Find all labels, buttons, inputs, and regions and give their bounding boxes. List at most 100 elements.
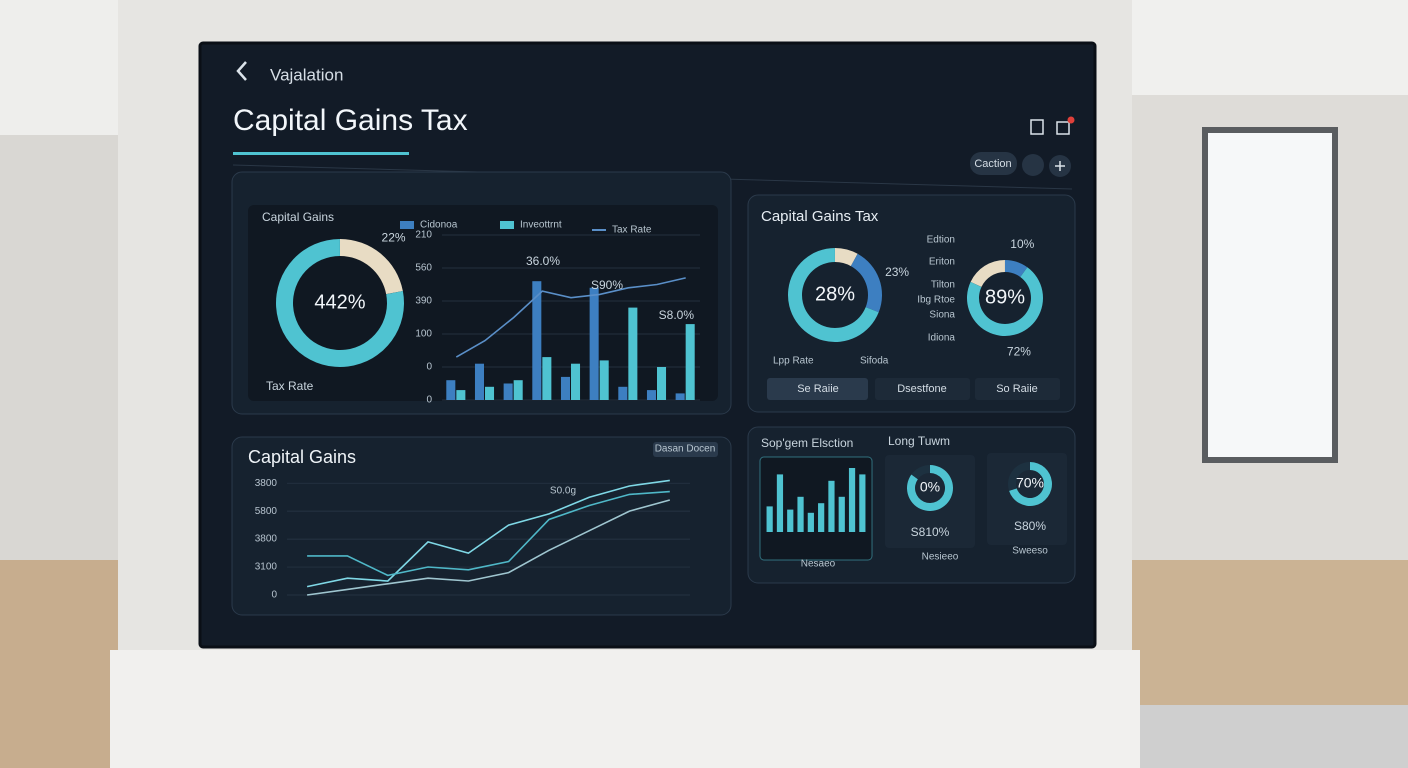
donut-segment [966, 267, 1043, 336]
y-tick-label: 5800 [255, 506, 278, 517]
add-icon [1055, 161, 1065, 171]
card [885, 455, 975, 548]
panel [231, 436, 732, 616]
center-label: 442% [314, 291, 365, 313]
bar [838, 496, 845, 532]
back-icon[interactable] [236, 61, 247, 81]
value-label: 22% [382, 230, 406, 244]
chart-text: Ibg Rtoe [917, 295, 955, 306]
value-label: 23% [885, 265, 909, 279]
y-tick-label: 390 [415, 296, 432, 307]
bar [485, 386, 495, 400]
bar [646, 390, 656, 400]
bar [503, 383, 513, 400]
data-line [455, 277, 686, 358]
chart-text: Dasan Docen [655, 444, 716, 455]
bar [787, 509, 794, 532]
chart-text: S90% [591, 278, 623, 292]
chart-text: S80% [1014, 519, 1046, 533]
tab[interactable] [767, 378, 868, 400]
y-tick-label: 0 [426, 362, 432, 373]
center-label: 0% [920, 479, 940, 495]
legend-label: Cidonoa [420, 220, 458, 231]
donut-segment [340, 239, 403, 295]
bar [657, 367, 667, 400]
chart-text: Capital Gains [248, 447, 356, 467]
bar [859, 474, 866, 532]
card [759, 456, 873, 561]
bar [560, 376, 570, 400]
bar [474, 363, 484, 400]
y-tick-label: 3100 [255, 562, 278, 573]
chart-text: S0.0g [550, 486, 576, 497]
donut-segment [835, 247, 858, 267]
y-tick-label: 0 [271, 590, 277, 601]
chart-text: Edtion [927, 235, 955, 246]
chart-text: Eriton [929, 257, 955, 268]
bar [766, 506, 773, 532]
icon-doc[interactable] [1030, 119, 1044, 135]
legend-swatch [500, 221, 514, 229]
tab[interactable] [975, 378, 1060, 400]
donut-segment [1009, 462, 1052, 506]
bar [571, 363, 581, 400]
icon-notify[interactable] [1056, 121, 1070, 135]
desk [1100, 705, 1408, 768]
y-tick-label: 0 [426, 395, 432, 406]
center-label: 70% [1016, 475, 1044, 491]
tab-label[interactable]: Se Raiie [797, 383, 839, 395]
y-tick-label: 560 [415, 263, 432, 274]
center-label: 28% [815, 283, 855, 305]
legend-swatch [400, 221, 414, 229]
donut-segment [1005, 260, 1028, 277]
tab-label[interactable]: Dsestfone [897, 383, 947, 395]
bar [456, 390, 466, 400]
title-underline [233, 152, 409, 155]
data-line [307, 490, 670, 577]
ceiling-right [1132, 0, 1408, 95]
bar [818, 503, 825, 532]
donut-segment [1008, 462, 1030, 491]
chart-text: S810% [911, 525, 950, 539]
donut-segment [907, 465, 954, 512]
chart-button[interactable] [653, 442, 718, 457]
chart-text: Sweeso [1012, 546, 1048, 557]
chart-text: Nesaeo [801, 559, 836, 570]
ceiling-left [0, 0, 118, 135]
bar [848, 468, 856, 532]
bar [599, 360, 609, 400]
y-tick-label: 3800 [255, 534, 278, 545]
bar [685, 324, 695, 400]
window [1202, 127, 1338, 463]
tab[interactable] [875, 378, 970, 400]
bar [513, 380, 523, 400]
chart-text: Capital Gains [262, 210, 334, 224]
chart-text: Idiona [928, 333, 956, 344]
chart-text: Tilton [931, 280, 955, 291]
page-title: Capital Gains Tax [233, 104, 468, 137]
tab-label[interactable]: So Raiie [996, 383, 1038, 395]
chart-text: Sop'gem Elsction [761, 436, 853, 450]
legend-label: Tax Rate [612, 225, 652, 236]
chart-text: Capital Gains Tax [761, 208, 879, 225]
action-button-label[interactable]: Caction [974, 158, 1011, 170]
y-tick-label: 3800 [255, 478, 278, 489]
chart-text: Nesieeo [922, 552, 959, 563]
bar [589, 287, 599, 400]
action-button[interactable] [970, 152, 1017, 175]
bar [797, 496, 804, 532]
legend-label: Inveottrnt [520, 220, 562, 231]
bar [532, 281, 542, 400]
chart-text: 36.0% [526, 254, 560, 268]
back-link[interactable]: Vajalation [270, 65, 343, 84]
chart-text: Lpp Rate [773, 356, 814, 367]
baseboard [110, 650, 1140, 768]
bar [807, 512, 814, 532]
chart-text: Siona [929, 310, 955, 321]
donut-segment [911, 465, 930, 480]
y-tick-label: 100 [415, 329, 432, 340]
donut-segment [787, 248, 879, 342]
center-label: 89% [985, 286, 1025, 308]
icon-button[interactable] [1022, 154, 1044, 176]
